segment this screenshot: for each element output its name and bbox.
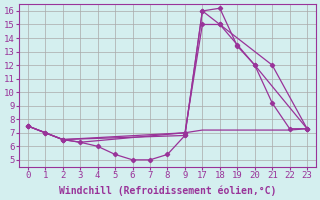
- X-axis label: Windchill (Refroidissement éolien,°C): Windchill (Refroidissement éolien,°C): [59, 185, 276, 196]
